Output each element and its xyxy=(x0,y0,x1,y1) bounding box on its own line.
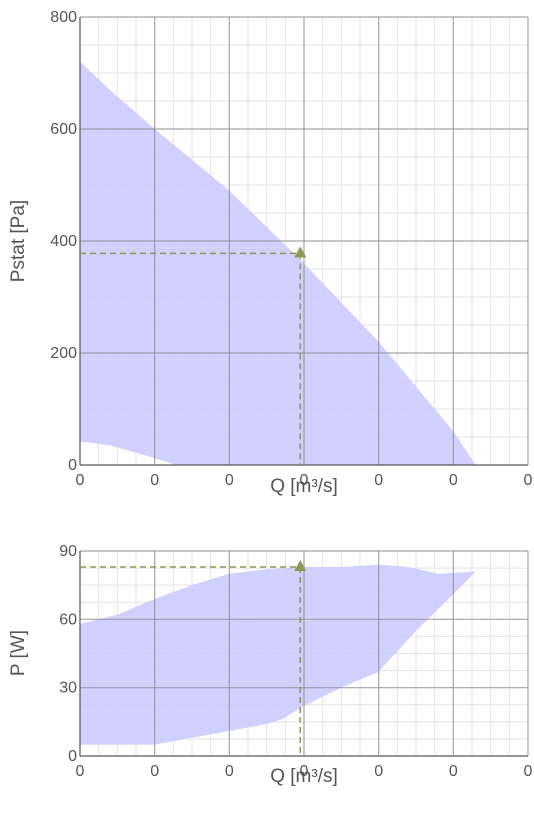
chart-2-x-tick-label: 0 xyxy=(449,763,458,780)
chart-1-x-tick-label: 0 xyxy=(449,472,458,489)
chart-1-y-axis-title: Pstat [Pa] xyxy=(8,200,29,282)
chart-2-x-tick-label: 0 xyxy=(374,763,383,780)
chart-2-operating-band-area xyxy=(80,564,476,745)
chart-2-x-tick-label: 0 xyxy=(225,763,234,780)
chart-1-x-tick-label: 0 xyxy=(374,472,383,489)
chart-1-operating-point-marker xyxy=(294,246,307,258)
chart-1-x-tick-label: 0 xyxy=(524,472,533,489)
chart-2-operating-point-marker xyxy=(294,559,307,571)
chart-1-x-tick-label: 0 xyxy=(150,472,159,489)
chart-1-y-tick-label: 600 xyxy=(50,121,77,138)
chart-2-y-tick-label: 60 xyxy=(59,611,77,628)
chart-1-x-axis-title: Q [m³/s] xyxy=(270,476,338,497)
chart-1-y-tick-label: 0 xyxy=(68,457,77,474)
chart-2-y-tick-label: 90 xyxy=(59,543,77,560)
chart-2-x-axis-title: Q [m³/s] xyxy=(270,766,338,787)
chart-2-y-tick-label: 0 xyxy=(68,748,77,765)
chart-2-x-tick-label: 0 xyxy=(300,763,309,780)
chart-1-y-tick-label: 800 xyxy=(50,9,77,26)
chart-1-y-tick-label: 400 xyxy=(50,233,77,250)
chart-2-x-tick-label: 0 xyxy=(150,763,159,780)
chart-2-y-tick-label: 30 xyxy=(59,680,77,697)
chart-1-x-tick-label: 0 xyxy=(76,472,85,489)
chart-2-x-tick-label: 0 xyxy=(76,763,85,780)
chart-1-x-tick-label: 0 xyxy=(225,472,234,489)
chart-1-y-tick-label: 200 xyxy=(50,345,77,362)
chart-1-operating-band-area xyxy=(80,61,476,466)
chart-2-x-tick-label: 0 xyxy=(524,763,533,780)
chart-1-x-tick-label: 0 xyxy=(300,472,309,489)
chart-2-y-axis-title: P [W] xyxy=(8,630,29,676)
